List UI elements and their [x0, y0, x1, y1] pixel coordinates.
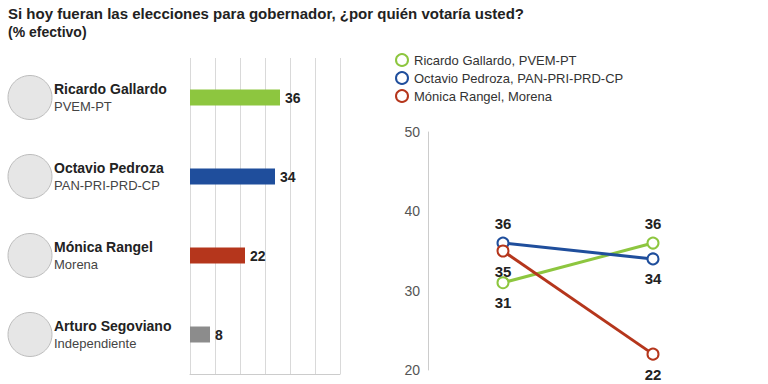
svg-text:Octavio Pedroza, PAN-PRI-PRD-C: Octavio Pedroza, PAN-PRI-PRD-CP [414, 71, 623, 86]
svg-text:8: 8 [215, 327, 223, 343]
svg-text:Mónica Rangel: Mónica Rangel [54, 239, 153, 255]
svg-text:Mónica Rangel, Morena: Mónica Rangel, Morena [414, 89, 553, 104]
svg-text:50: 50 [404, 124, 420, 140]
svg-text:36: 36 [285, 90, 301, 106]
svg-text:Morena: Morena [54, 257, 99, 272]
svg-text:40: 40 [404, 203, 420, 219]
svg-text:30: 30 [404, 283, 420, 299]
svg-text:PAN-PRI-PRD-CP: PAN-PRI-PRD-CP [54, 178, 160, 193]
svg-text:Independiente: Independiente [54, 336, 136, 351]
svg-text:Octavio Pedroza: Octavio Pedroza [54, 160, 164, 176]
svg-text:20: 20 [404, 362, 420, 378]
svg-text:Ricardo Gallardo, PVEM-PT: Ricardo Gallardo, PVEM-PT [414, 53, 577, 68]
svg-text:Ricardo Gallardo: Ricardo Gallardo [54, 81, 167, 97]
svg-text:PVEM-PT: PVEM-PT [54, 99, 112, 114]
svg-text:35: 35 [495, 263, 512, 280]
svg-text:34: 34 [280, 169, 296, 185]
html-text:Si hoy fueran las elecciones p: Si hoy fueran las elecciones para gobern… [8, 5, 524, 22]
svg-text:22: 22 [250, 248, 266, 264]
svg-text:22: 22 [645, 366, 662, 383]
svg-text:Arturo Segoviano: Arturo Segoviano [54, 318, 171, 334]
html-text:(% efectivo): (% efectivo) [8, 24, 87, 40]
svg-text:36: 36 [645, 215, 662, 232]
svg-text:31: 31 [495, 294, 512, 311]
svg-text:34: 34 [645, 270, 662, 287]
svg-text:36: 36 [495, 215, 512, 232]
